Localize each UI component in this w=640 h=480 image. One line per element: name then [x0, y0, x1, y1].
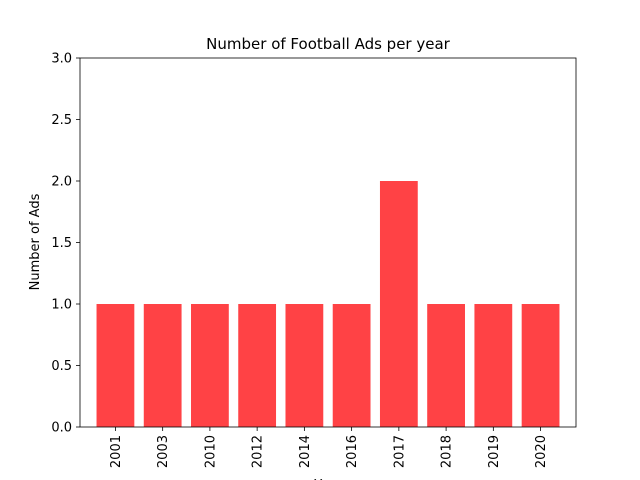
- bar: [238, 304, 277, 427]
- x-axis-label: Year: [313, 478, 342, 480]
- y-tick-label: 2.0: [51, 175, 72, 190]
- y-tick-label: 2.5: [51, 113, 72, 128]
- bar: [427, 304, 465, 427]
- x-tick-label: 2010: [203, 435, 218, 468]
- x-tick-label: 2017: [392, 435, 407, 468]
- bar: [191, 304, 229, 427]
- x-tick-label: 2012: [251, 435, 266, 468]
- y-tick-label: 1.0: [51, 298, 72, 313]
- x-tick-label: 2003: [156, 435, 171, 468]
- bar: [332, 304, 371, 427]
- bar: [379, 181, 418, 427]
- bar: [474, 304, 513, 427]
- y-tick-label: 1.5: [51, 236, 72, 251]
- bar: [96, 304, 135, 427]
- y-tick-label: 3.0: [51, 52, 72, 67]
- x-tick-label: 2014: [298, 435, 313, 468]
- x-tick-label: 2018: [440, 435, 455, 468]
- bar: [143, 304, 182, 427]
- y-tick-label: 0.0: [51, 421, 72, 436]
- x-tick-label: 2016: [345, 435, 360, 468]
- bar: [521, 304, 560, 427]
- y-tick-label: 0.5: [51, 359, 72, 374]
- y-axis-label: Number of Ads: [28, 193, 43, 290]
- bar: [285, 304, 324, 427]
- x-tick-label: 2019: [487, 435, 502, 468]
- chart-title: Number of Football Ads per year: [206, 35, 450, 53]
- x-tick-label: 2001: [109, 435, 124, 468]
- x-tick-label: 2020: [534, 435, 549, 468]
- plot-frame: [79, 57, 577, 428]
